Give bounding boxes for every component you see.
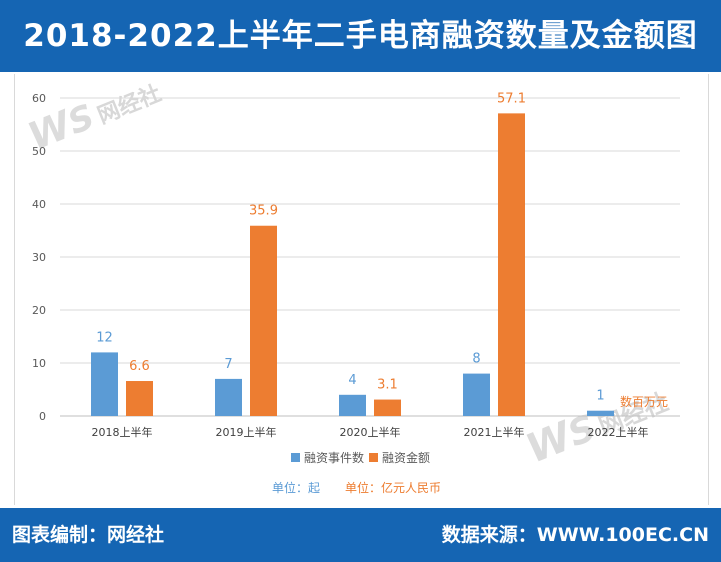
bar (126, 381, 153, 416)
x-tick-label: 2019上半年 (216, 425, 277, 439)
bar-data-label: 7 (224, 357, 232, 372)
bar-data-label: 57.1 (497, 91, 526, 106)
y-tick-label: 0 (39, 410, 46, 423)
bar (498, 113, 525, 417)
y-tick-label: 30 (32, 251, 46, 264)
y-tick-label: 10 (32, 357, 46, 370)
y-tick-label: 20 (32, 304, 46, 317)
unit-amount: 单位：亿元人民币 (345, 480, 441, 495)
chart-panel (14, 74, 709, 505)
footer-credit: 图表编制：网经社 (12, 524, 165, 546)
bar (215, 378, 242, 416)
bar-data-label: 12 (96, 330, 113, 345)
bar-data-label: 数百万元 (620, 394, 668, 409)
legend-label-count: 融资事件数 (304, 450, 364, 465)
bar-data-label: 3.1 (377, 378, 398, 393)
x-tick-label: 2020上半年 (340, 425, 401, 439)
bar (587, 410, 614, 416)
footer-source: 数据来源：WWW.100EC.CN (441, 524, 709, 546)
unit-count: 单位：起 (272, 480, 320, 495)
y-tick-label: 60 (32, 92, 46, 105)
bar (463, 373, 490, 416)
x-tick-label: 2021上半年 (464, 425, 525, 439)
y-tick-label: 40 (32, 198, 46, 211)
bar (374, 399, 401, 416)
legend-swatch-count (291, 453, 300, 462)
x-tick-label: 2022上半年 (588, 425, 649, 439)
title-bar: 2018-2022上半年二手电商融资数量及金额图 (0, 0, 721, 72)
bar-data-label: 6.6 (129, 359, 150, 374)
bar-data-label: 1 (596, 389, 604, 404)
footer-bar: 图表编制：网经社 数据来源：WWW.100EC.CN (0, 508, 721, 562)
bar (250, 225, 277, 416)
bar-data-label: 8 (472, 352, 480, 367)
legend-swatch-amount (369, 453, 378, 462)
legend-label-amount: 融资金额 (382, 450, 430, 465)
bar-data-label: 4 (348, 373, 356, 388)
chart-title: 2018-2022上半年二手电商融资数量及金额图 (23, 18, 698, 54)
x-tick-label: 2018上半年 (92, 425, 153, 439)
bar (91, 352, 118, 416)
y-tick-label: 50 (32, 145, 46, 158)
bar (339, 394, 366, 416)
bar-data-label: 35.9 (249, 204, 278, 219)
